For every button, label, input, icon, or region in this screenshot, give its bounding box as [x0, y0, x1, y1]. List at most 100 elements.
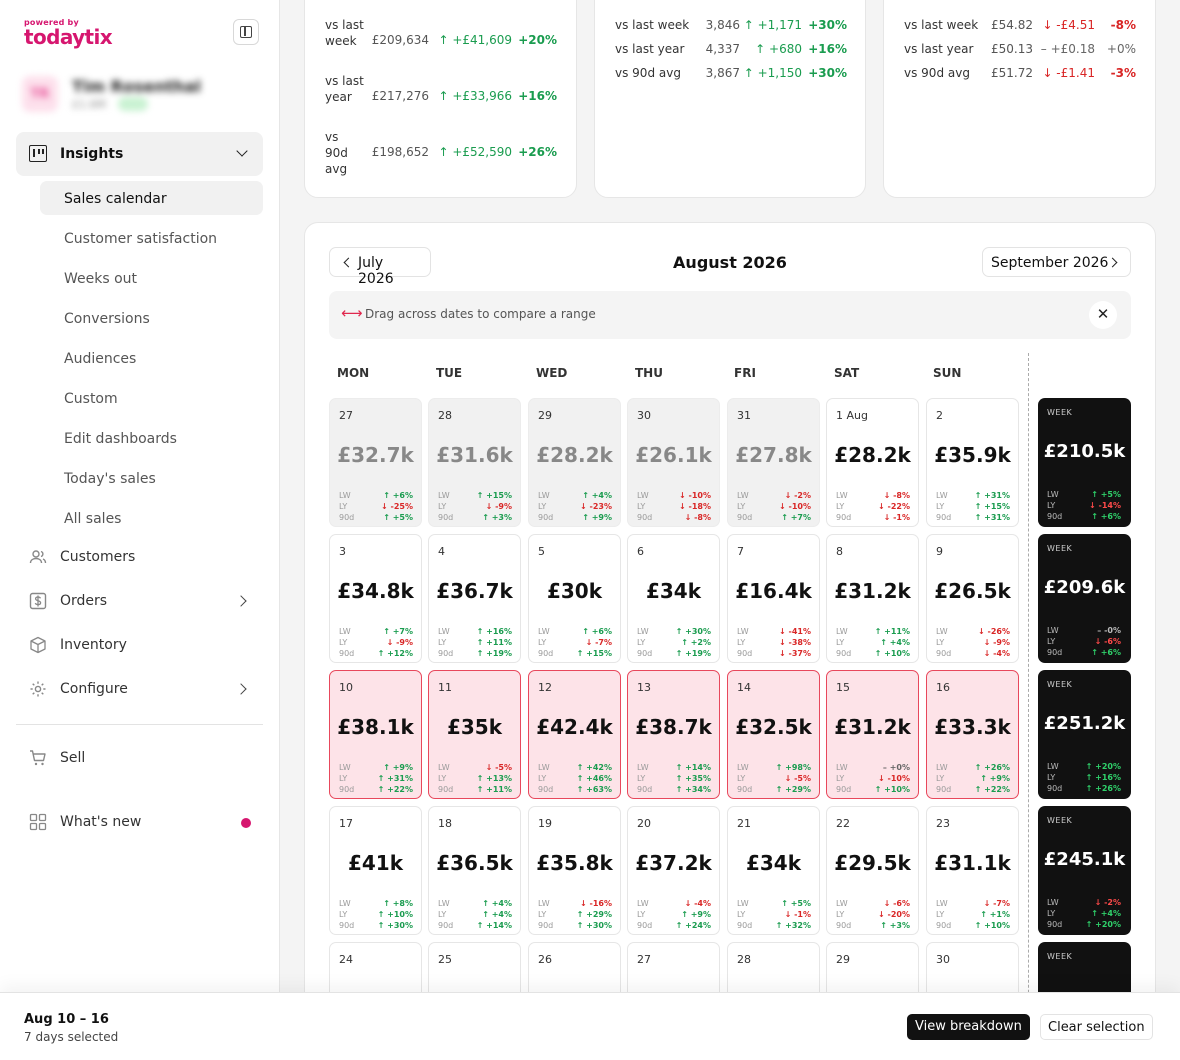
week-total-cell[interactable]: WEEK £210.5k LW ↑ +5% LY ↓ -14% 90d ↑ +6% — [1038, 398, 1131, 527]
calendar-day-cell[interactable]: 31 £27.8k LW ↓ -2% LY ↓ -10% 90d ↑ +7% — [727, 398, 820, 527]
sidebar-subitem-conversions[interactable]: Conversions — [64, 311, 150, 327]
calendar-day-cell[interactable]: 5 £30k LW ↑ +6% LY ↓ -7% 90d ↑ +15% — [528, 534, 621, 663]
metric-row: LW ↑ +42% — [538, 763, 612, 774]
calendar-day-cell[interactable]: 28 £31.6k LW ↑ +15% LY ↓ -9% 90d ↑ +3% — [428, 398, 521, 527]
calendar-day-cell[interactable]: 7 £16.4k LW ↓ -41% LY ↓ -38% 90d ↓ -37% — [727, 534, 820, 663]
sidebar-item-insights[interactable]: Insights — [16, 132, 263, 176]
clear-selection-button[interactable]: Clear selection — [1040, 1014, 1153, 1040]
metric-label: 90d — [538, 513, 554, 522]
sidebar-item-inventory[interactable]: Inventory — [16, 626, 263, 666]
trend-arrow-icon: ↓ — [878, 910, 888, 919]
brand-logo[interactable]: powered by todaytix — [24, 18, 113, 47]
sidebar-subitem-edit-dashboards[interactable]: Edit dashboards — [64, 431, 177, 447]
stat-label: vs 90d avg — [615, 66, 681, 80]
sidebar-item-orders[interactable]: Orders — [16, 582, 263, 622]
day-date: 19 — [538, 817, 552, 830]
metric-value: ↓ -16% — [580, 899, 612, 908]
brand-tagline: powered by — [24, 18, 79, 27]
calendar-day-cell[interactable]: 14 £32.5k LW ↑ +98% LY ↓ -5% 90d ↑ +29% — [727, 670, 820, 799]
metric-value: ↑ +30% — [577, 921, 612, 930]
metric-row: LW – +0% — [836, 763, 910, 774]
metric-label: LY — [936, 638, 945, 647]
stat-row: vs 90d avg 3,867 ↑ +1,150 +30% — [615, 66, 847, 82]
calendar-day-cell[interactable]: 2 £35.9k LW ↑ +31% LY ↑ +15% 90d ↑ +31% — [926, 398, 1019, 527]
sidebar-subitem-sales-calendar[interactable]: Sales calendar — [40, 181, 263, 215]
calendar-day-cell[interactable]: 16 £33.3k LW ↑ +26% LY ↑ +9% 90d ↑ +22% — [926, 670, 1019, 799]
account-switcher[interactable]: TR Tim Rosenthal £1.6M — [22, 72, 262, 116]
calendar-day-cell[interactable]: 6 £34k LW ↑ +30% LY ↑ +2% 90d ↑ +19% — [627, 534, 720, 663]
metric-percent: +9% — [690, 910, 711, 919]
metric-label: LY — [438, 638, 447, 647]
metric-percent: +42% — [586, 763, 612, 772]
metric-row: LW ↑ +4% — [538, 491, 612, 502]
calendar-day-cell[interactable]: 18 £36.5k LW ↑ +4% LY ↑ +4% 90d ↑ +14% — [428, 806, 521, 935]
metric-label: LW — [637, 627, 649, 636]
stat-label: vs last year — [325, 74, 364, 104]
sidebar-item-configure[interactable]: Configure — [16, 670, 263, 710]
metric-row: LY ↓ -6% — [1047, 637, 1121, 648]
calendar-day-cell[interactable]: 27 £32.7k LW ↑ +6% LY ↓ -25% 90d ↑ +5% — [329, 398, 422, 527]
cart-icon — [29, 749, 47, 767]
view-breakdown-button[interactable]: View breakdown — [907, 1014, 1030, 1040]
metric-value: ↑ +2% — [681, 638, 711, 647]
metric-value: ↑ +10% — [975, 921, 1010, 930]
close-icon[interactable]: ✕ — [1089, 301, 1117, 329]
sidebar-subitem-weeks-out[interactable]: Weeks out — [64, 271, 138, 287]
trend-arrow-icon: ↑ — [874, 649, 885, 658]
day-sales-amount: £34.8k — [337, 579, 414, 603]
metric-label: 90d — [637, 649, 653, 658]
calendar-day-cell[interactable]: 10 £38.1k LW ↑ +9% LY ↑ +31% 90d ↑ +22% — [329, 670, 422, 799]
day-sales-amount: £38.1k — [337, 715, 414, 739]
metric-percent: +3% — [491, 513, 512, 522]
week-total-cell[interactable]: WEEK £245.1k LW ↓ -2% LY ↑ +4% 90d ↑ +20% — [1038, 806, 1131, 935]
calendar-day-cell[interactable]: 1 Aug £28.2k LW ↓ -8% LY ↓ -22% 90d ↓ -1% — [826, 398, 919, 527]
calendar-day-cell[interactable]: 8 £31.2k LW ↑ +11% LY ↑ +4% 90d ↑ +10% — [826, 534, 919, 663]
metric-value: ↓ -26% — [978, 627, 1010, 636]
sidebar-subitem-custom[interactable]: Custom — [64, 391, 118, 407]
sidebar-item-sell[interactable]: Sell — [16, 739, 263, 779]
sidebar-subitem-audiences[interactable]: Audiences — [64, 351, 137, 367]
day-sales-amount: £42.4k — [536, 715, 613, 739]
metric-value: ↑ +13% — [477, 774, 512, 783]
stat-row: vs last year £217,276 ↑ +£33,966 +16% — [325, 73, 557, 127]
calendar-day-cell[interactable]: 20 £37.2k LW ↓ -4% LY ↑ +9% 90d ↑ +24% — [627, 806, 720, 935]
calendar-day-cell[interactable]: 30 £26.1k LW ↓ -10% LY ↓ -18% 90d ↓ -8% — [627, 398, 720, 527]
metric-value: ↓ -4% — [984, 649, 1010, 658]
sidebar-item-whats-new[interactable]: What's new — [16, 803, 263, 843]
sidebar-item-label: Configure — [60, 681, 128, 697]
metric-label: LW — [936, 491, 948, 500]
prev-month-button[interactable]: July 2026 — [329, 247, 431, 287]
calendar-day-cell[interactable]: 19 £35.8k LW ↓ -16% LY ↑ +29% 90d ↑ +30% — [528, 806, 621, 935]
trend-arrow-icon: ↓ — [485, 763, 496, 772]
stat-card-avg-price: vs last week £54.82 ↓ -£4.51 -8% vs last… — [883, 0, 1156, 198]
week-total-cell[interactable]: WEEK £209.6k LW – -0% LY ↓ -6% 90d ↑ +6% — [1038, 534, 1131, 663]
metric-percent: -22% — [887, 502, 910, 511]
trend-arrow-icon: ↑ — [476, 627, 487, 636]
calendar-day-cell[interactable]: 15 £31.2k LW – +0% LY ↓ -10% 90d ↑ +10% — [826, 670, 919, 799]
calendar-day-cell[interactable]: 9 £26.5k LW ↓ -26% LY ↓ -9% 90d ↓ -4% — [926, 534, 1019, 663]
calendar-day-cell[interactable]: 11 £35k LW ↓ -5% LY ↑ +13% 90d ↑ +11% — [428, 670, 521, 799]
metric-label: 90d — [538, 649, 554, 658]
calendar-day-cell[interactable]: 3 £34.8k LW ↑ +7% LY ↓ -9% 90d ↑ +12% — [329, 534, 422, 663]
sidebar-subitem-customer-satisfaction[interactable]: Customer satisfaction — [64, 231, 218, 247]
calendar-day-cell[interactable]: 23 £31.1k LW ↓ -7% LY ↑ +1% 90d ↑ +10% — [926, 806, 1019, 935]
calendar-day-cell[interactable]: 29 £28.2k LW ↑ +4% LY ↓ -23% 90d ↑ +9% — [528, 398, 621, 527]
sidebar-item-customers[interactable]: Customers — [16, 538, 263, 578]
calendar-day-cell[interactable]: 17 £41k LW ↑ +8% LY ↑ +10% 90d ↑ +30% — [329, 806, 422, 935]
trend-arrow-icon: ↓ — [883, 513, 894, 522]
calendar-day-cell[interactable]: 21 £34k LW ↑ +5% LY ↓ -1% 90d ↑ +32% — [727, 806, 820, 935]
calendar-day-cell[interactable]: 12 £42.4k LW ↑ +42% LY ↑ +46% 90d ↑ +63% — [528, 670, 621, 799]
next-month-button[interactable]: September 2026 — [982, 247, 1131, 277]
collapse-sidebar-button[interactable] — [233, 19, 259, 45]
metric-label: LY — [538, 774, 547, 783]
calendar-day-cell[interactable]: 22 £29.5k LW ↓ -6% LY ↓ -20% 90d ↑ +3% — [826, 806, 919, 935]
day-date: 16 — [936, 681, 950, 694]
trend-arrow-icon: ↑ — [482, 513, 492, 522]
calendar-day-cell[interactable]: 4 £36.7k LW ↑ +16% LY ↑ +11% 90d ↑ +19% — [428, 534, 521, 663]
sidebar-subitem-todays-sales[interactable]: Today's sales — [64, 471, 156, 487]
metric-label: LW — [538, 627, 550, 636]
sidebar-subitem-all-sales[interactable]: All sales — [64, 511, 122, 527]
calendar-day-cell[interactable]: 13 £38.7k LW ↑ +14% LY ↑ +35% 90d ↑ +34% — [627, 670, 720, 799]
week-total-cell[interactable]: WEEK £251.2k LW ↑ +20% LY ↑ +16% 90d ↑ +26% — [1038, 670, 1131, 799]
metric-percent: -0% — [1104, 626, 1121, 635]
